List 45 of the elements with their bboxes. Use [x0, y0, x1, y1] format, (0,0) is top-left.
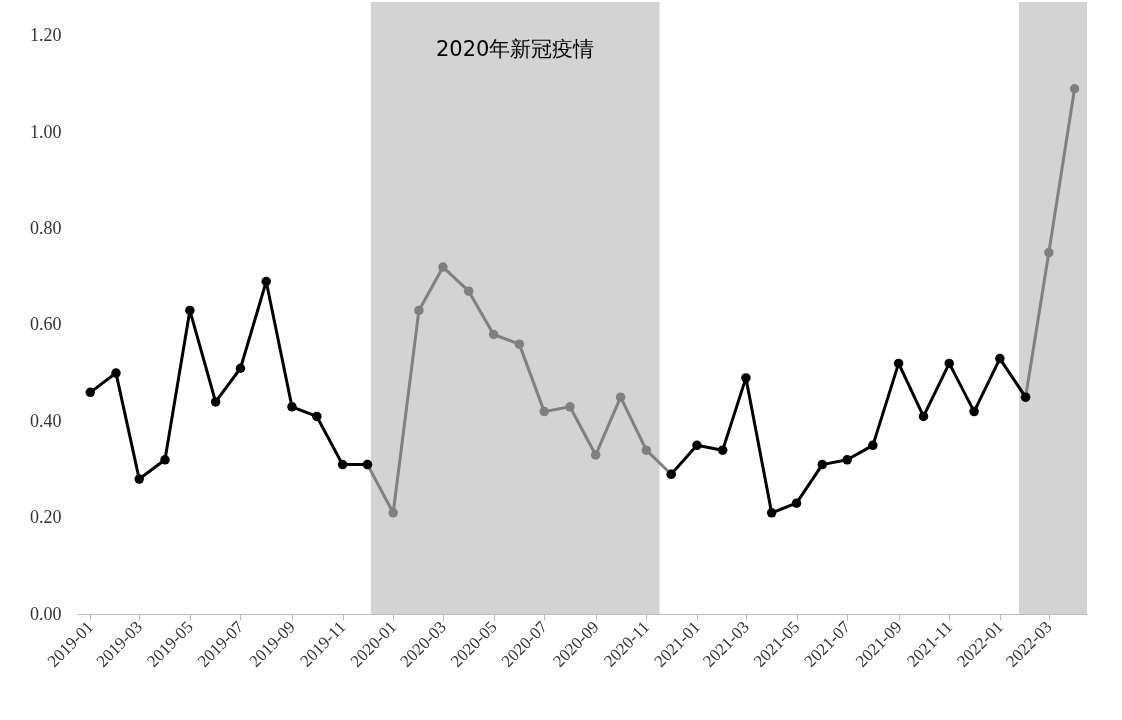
point: [717, 445, 728, 455]
y-tick-label: 0.40: [30, 410, 62, 431]
point: [766, 508, 777, 518]
point: [590, 450, 601, 460]
point: [842, 455, 852, 465]
point: [918, 411, 929, 422]
y-tick-label: 1.00: [30, 121, 62, 142]
point: [1069, 84, 1080, 94]
point: [944, 358, 954, 369]
point: [337, 459, 348, 470]
point: [388, 508, 398, 518]
point: [235, 363, 246, 373]
point: [791, 498, 802, 508]
point: [463, 286, 474, 296]
point: [615, 392, 626, 402]
point: [488, 329, 499, 340]
point: [312, 411, 322, 422]
point: [893, 358, 904, 369]
point: [692, 440, 702, 451]
point: [641, 445, 652, 455]
y-tick-label: 0.20: [30, 507, 62, 528]
point: [1044, 247, 1054, 258]
point: [565, 402, 575, 412]
point: [414, 305, 424, 316]
point: [261, 276, 271, 287]
point: [741, 373, 751, 383]
y-tick-label: 0.80: [30, 217, 62, 238]
point: [85, 387, 96, 398]
point: [969, 406, 979, 417]
point: [134, 474, 144, 484]
point: [995, 353, 1005, 364]
point: [817, 459, 827, 470]
point: [111, 368, 121, 378]
band-label: 2020年新冠疫情: [435, 37, 595, 61]
y-tick-label: 1.20: [30, 25, 62, 46]
point: [287, 402, 297, 412]
point: [438, 262, 448, 272]
point: [210, 397, 221, 407]
point: [185, 305, 195, 316]
point: [868, 440, 878, 451]
point: [514, 339, 525, 349]
y-tick-label: 0.60: [30, 314, 62, 335]
point: [539, 406, 549, 417]
y-tick-label: 0.00: [30, 603, 62, 624]
point: [160, 455, 170, 465]
